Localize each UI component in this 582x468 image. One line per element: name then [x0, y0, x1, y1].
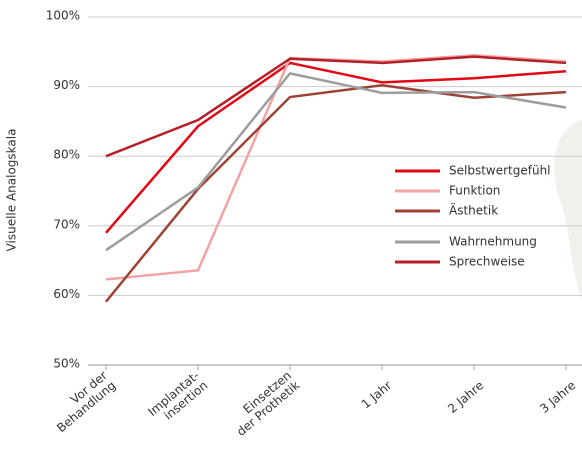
legend-label: Wahrnehmung: [449, 235, 537, 249]
x-tick-label-line: 1 Jahr: [358, 378, 394, 411]
y-tick-label: 50%: [53, 357, 80, 371]
legend-label: Ästhetik: [449, 203, 498, 218]
decorative-shape: [554, 119, 582, 300]
x-tick-label: Implantat-insertion: [145, 368, 210, 429]
legend-label: Selbstwertgefühl: [449, 164, 551, 178]
x-tick-label-line: 3 Jahre: [537, 378, 578, 416]
x-tick-label: 2 Jahre: [445, 378, 486, 416]
x-tick-label: Vor derBehandlung: [46, 368, 119, 435]
legend-label: Funktion: [449, 184, 500, 198]
x-tick-label: 1 Jahr: [358, 378, 394, 411]
x-tick-label-line: 2 Jahre: [445, 378, 486, 416]
y-tick-label: 100%: [46, 9, 80, 23]
y-axis-label: Visuelle Analogskala: [5, 129, 19, 252]
x-tick-label: Einsetzender Prothetik: [225, 368, 302, 439]
legend-label: Sprechweise: [449, 255, 525, 269]
y-tick-label: 90%: [53, 78, 80, 92]
chart: Visuelle Analogskala 50% 60% 70% 80% 90% 100%…: [0, 0, 582, 464]
y-tick-label: 60%: [53, 287, 80, 301]
line: [106, 73, 566, 250]
y-tick-label: 70%: [53, 217, 80, 231]
x-tick-label: 3 Jahre: [537, 378, 578, 416]
y-tick-label: 80%: [53, 148, 80, 162]
